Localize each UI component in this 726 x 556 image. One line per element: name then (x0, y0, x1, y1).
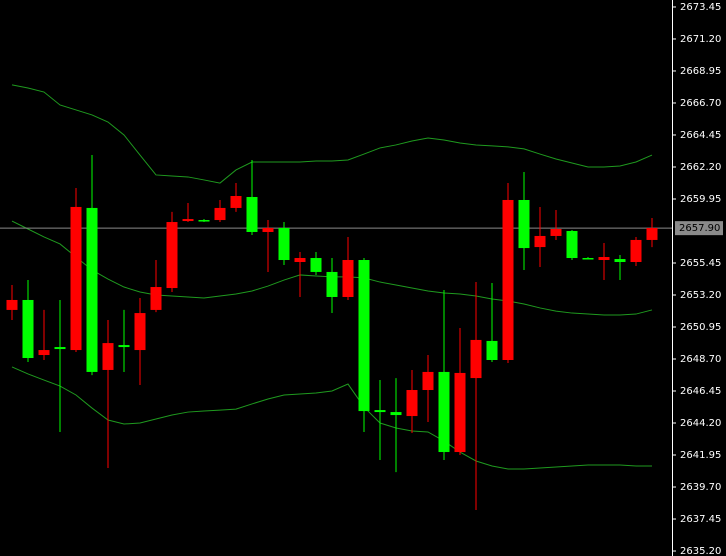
candle-body (646, 228, 658, 240)
candle-body (22, 299, 34, 359)
y-tick-label: 2635.20 (680, 546, 721, 556)
candle-body (262, 228, 274, 232)
candle-body (246, 196, 258, 232)
y-tick-label: 2641.95 (680, 450, 721, 461)
candle-body (502, 199, 514, 360)
candle-body (486, 340, 498, 360)
candle-body (326, 271, 338, 297)
candle-body (406, 390, 418, 417)
candle-body (230, 196, 242, 208)
candle-body (374, 410, 386, 413)
candle-body (422, 371, 434, 391)
candle-body (166, 222, 178, 289)
candle-body (54, 347, 66, 350)
candle-body (470, 339, 482, 379)
current-price-label: 2657.90 (679, 223, 720, 234)
y-tick-label: 2666.70 (680, 98, 721, 109)
candle-body (582, 258, 594, 260)
candle-body (198, 220, 210, 222)
candle-body (566, 230, 578, 259)
y-tick-label: 2650.95 (680, 322, 721, 333)
candle-body (550, 228, 562, 236)
candle-body (358, 260, 370, 412)
candle-body (342, 260, 354, 297)
y-tick-label: 2637.45 (680, 514, 721, 525)
candle-body (134, 313, 146, 351)
candle-body (70, 206, 82, 351)
candle-body (214, 207, 226, 221)
candle-body (182, 219, 194, 222)
current-price-box (675, 221, 723, 236)
y-tick-label: 2671.20 (680, 34, 721, 45)
y-tick-label: 2659.95 (680, 194, 721, 205)
candle-body (6, 299, 18, 310)
y-tick-label: 2644.20 (680, 418, 721, 429)
candle-body (102, 343, 114, 370)
y-tick-label: 2653.20 (680, 290, 721, 301)
candle-body (294, 258, 306, 262)
band-line (11, 366, 652, 470)
candle-body (38, 350, 50, 356)
candle-body (150, 287, 162, 310)
band-line (11, 84, 653, 184)
candle-body (454, 372, 466, 453)
y-tick-label: 2664.45 (680, 130, 721, 141)
candle-body (438, 371, 450, 453)
y-tick-label: 2639.70 (680, 482, 721, 493)
candle-body (390, 412, 402, 416)
y-tick-label: 2662.20 (680, 162, 721, 173)
y-tick-label: 2646.45 (680, 386, 721, 397)
candle-body (598, 257, 610, 261)
y-tick-label: 2673.45 (680, 2, 721, 13)
y-tick-label: 2655.45 (680, 258, 721, 269)
candle-body (86, 207, 98, 372)
candle-body (614, 259, 626, 262)
candle-body (534, 235, 546, 248)
y-tick-label: 2668.95 (680, 66, 721, 77)
candle-body (118, 345, 130, 348)
candle-body (630, 239, 642, 262)
candle-body (310, 258, 322, 272)
candle-body (518, 199, 530, 249)
candle-body (278, 228, 290, 261)
y-tick-label: 2648.70 (680, 354, 721, 365)
